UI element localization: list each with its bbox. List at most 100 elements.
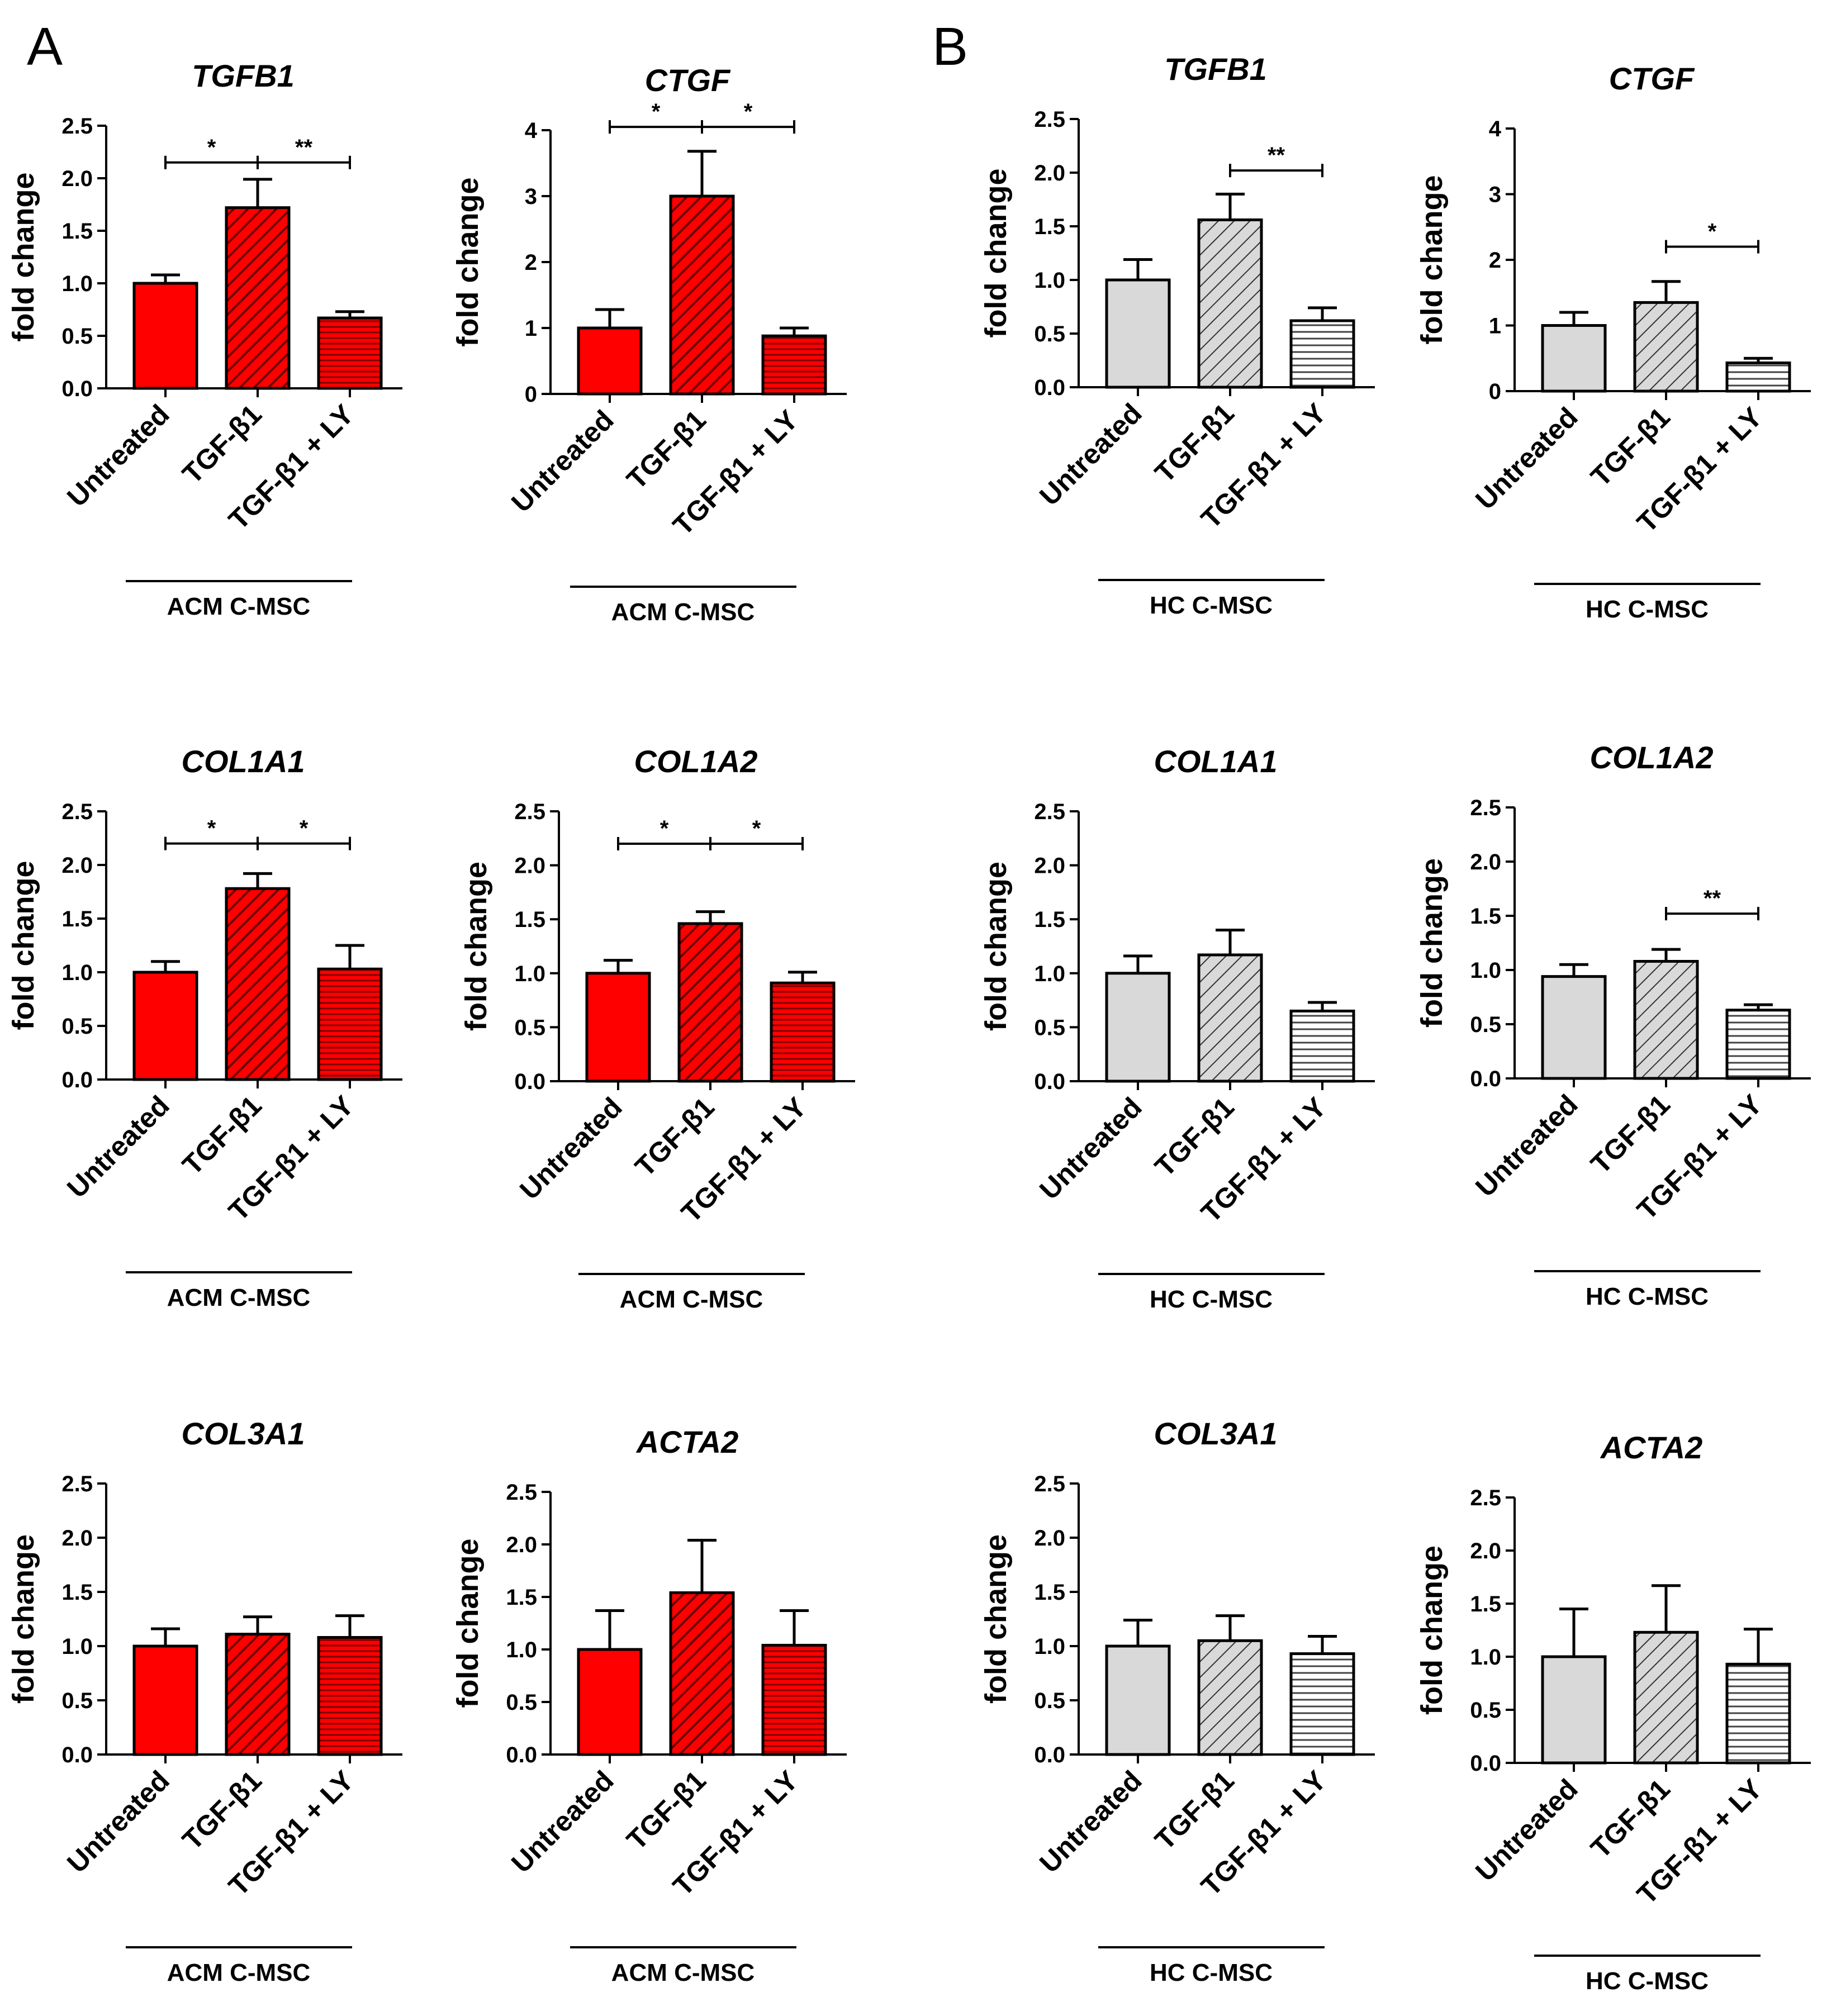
y-tick-label: 3	[525, 184, 537, 209]
group-label: ACM C-MSC	[167, 1959, 311, 1986]
y-tick-label: 0.5	[1034, 1015, 1065, 1040]
group-label: ACM C-MSC	[611, 1959, 755, 1986]
bar	[1289, 1009, 1355, 1083]
significance-label: **	[295, 135, 313, 160]
y-tick-label: 2.0	[1470, 850, 1501, 874]
significance-label: *	[660, 816, 669, 841]
chart-title: COL1A2	[1590, 740, 1714, 775]
y-tick-label: 2.5	[514, 800, 545, 824]
y-tick-label: 2.5	[1034, 1472, 1065, 1496]
y-tick-label: 2.5	[1034, 107, 1065, 132]
y-tick-label: 0.5	[514, 1015, 545, 1040]
group-label: HC C-MSC	[1586, 1283, 1709, 1310]
y-tick-label: 1.0	[61, 1634, 93, 1659]
bar	[669, 194, 735, 396]
x-tick-label: Untreated	[505, 1765, 620, 1879]
x-tick-label: Untreated	[61, 1765, 175, 1879]
y-tick-label: 0.0	[1034, 375, 1065, 400]
y-tick-label: 0.0	[514, 1069, 545, 1094]
x-tick-label: Untreated	[1033, 1765, 1148, 1879]
y-axis-label: fold change	[7, 172, 40, 341]
y-tick-label: 2.0	[61, 853, 93, 878]
bar	[132, 1644, 198, 1756]
y-tick-label: 0.5	[1034, 1689, 1065, 1713]
y-tick-label: 0.5	[1470, 1698, 1501, 1723]
x-tick-label: Untreated	[1469, 1773, 1584, 1887]
bar	[1725, 1662, 1791, 1765]
y-tick-label: 1.5	[506, 1585, 537, 1610]
x-tick-label: TGF-β1	[1584, 1773, 1676, 1864]
bar	[1105, 1644, 1171, 1756]
x-tick-label: Untreated	[1033, 397, 1148, 512]
bar	[1197, 1639, 1263, 1756]
y-tick-label: 2.0	[1034, 854, 1065, 878]
bar	[1633, 959, 1699, 1080]
significance-label: *	[207, 816, 216, 841]
y-axis-label: fold change	[979, 1534, 1013, 1704]
chart-title: TGFB1	[1164, 51, 1267, 87]
y-axis-label: fold change	[1415, 858, 1449, 1028]
chart-a-col3a1: COL3A1 fold change 0.0 0.5 1.0 1.5 2.0 2.5 Untre…	[7, 1416, 402, 1986]
x-tick-label: TGF-β1	[620, 1765, 711, 1856]
y-tick-label: 0.0	[1470, 1067, 1501, 1091]
chart-title: COL3A1	[182, 1416, 305, 1451]
bar	[1197, 953, 1263, 1083]
y-axis-label: fold change	[7, 860, 40, 1030]
y-tick-label: 0.5	[61, 1689, 93, 1713]
y-tick-label: 1.0	[1470, 958, 1501, 983]
x-tick-label: Untreated	[1033, 1091, 1148, 1206]
chart-title: CTGF	[645, 63, 731, 98]
bar	[225, 206, 291, 390]
y-tick-label: 1.0	[61, 961, 93, 985]
x-tick-label: TGF-β1	[176, 398, 267, 489]
y-tick-label: 0	[525, 382, 537, 407]
group-label: ACM C-MSC	[167, 593, 311, 620]
y-tick-label: 1.0	[506, 1638, 537, 1662]
y-tick-label: 2.0	[506, 1533, 537, 1557]
y-tick-label: 1.5	[61, 1580, 93, 1605]
y-tick-label: 2.5	[61, 114, 93, 139]
panel-label-a: A	[27, 17, 63, 77]
y-tick-label: 1.5	[1034, 1580, 1065, 1605]
y-tick-label: 2.0	[61, 167, 93, 191]
bar	[1633, 301, 1699, 393]
y-tick-label: 2.5	[1470, 1486, 1501, 1510]
y-tick-label: 0	[1489, 379, 1501, 404]
y-tick-label: 0.5	[1034, 322, 1065, 346]
x-tick-label: TGF-β1	[176, 1765, 267, 1856]
chart-b-col1a2: COL1A2 fold change 0.0 0.5 1.0 1.5 2.0 2.5 Untre…	[1415, 740, 1811, 1310]
bar	[1541, 1655, 1607, 1765]
x-tick-label: Untreated	[61, 1090, 175, 1204]
bar	[1289, 1652, 1355, 1756]
y-tick-label: 2.5	[1034, 800, 1065, 824]
bar	[132, 282, 198, 390]
bar	[770, 981, 836, 1083]
y-axis-label: fold change	[7, 1534, 40, 1704]
group-label: HC C-MSC	[1586, 596, 1709, 623]
bar	[1725, 1009, 1791, 1080]
x-tick-label: Untreated	[1469, 1088, 1584, 1203]
chart-title: COL3A1	[1154, 1416, 1278, 1451]
x-tick-label: Untreated	[514, 1091, 628, 1206]
bar	[1725, 361, 1791, 393]
y-tick-label: 3	[1489, 183, 1501, 207]
y-axis-label: fold change	[1415, 1546, 1449, 1715]
y-tick-label: 1.5	[61, 219, 93, 244]
chart-a-acta2: ACTA2 fold change 0.0 0.5 1.0 1.5 2.0 2.5 Untrea…	[451, 1424, 847, 1986]
x-tick-label: Untreated	[505, 404, 620, 519]
y-tick-label: 2.0	[1470, 1539, 1501, 1563]
significance-label: *	[744, 99, 753, 124]
charts-container: TGFB1 fold change 0.0 0.5 1.0 1.5 2.0 2.5 Untrea…	[7, 51, 1811, 1995]
y-tick-label: 1.0	[1470, 1645, 1501, 1670]
y-tick-label: 0.5	[1470, 1012, 1501, 1037]
group-label: HC C-MSC	[1150, 1286, 1273, 1313]
y-tick-label: 2.5	[1470, 796, 1501, 820]
y-tick-label: 0.0	[1034, 1069, 1065, 1094]
y-tick-label: 0.0	[506, 1743, 537, 1767]
bar	[1105, 278, 1171, 389]
x-tick-label: TGF-β1	[629, 1091, 720, 1182]
group-label: ACM C-MSC	[167, 1284, 311, 1311]
significance-label: *	[652, 99, 661, 124]
